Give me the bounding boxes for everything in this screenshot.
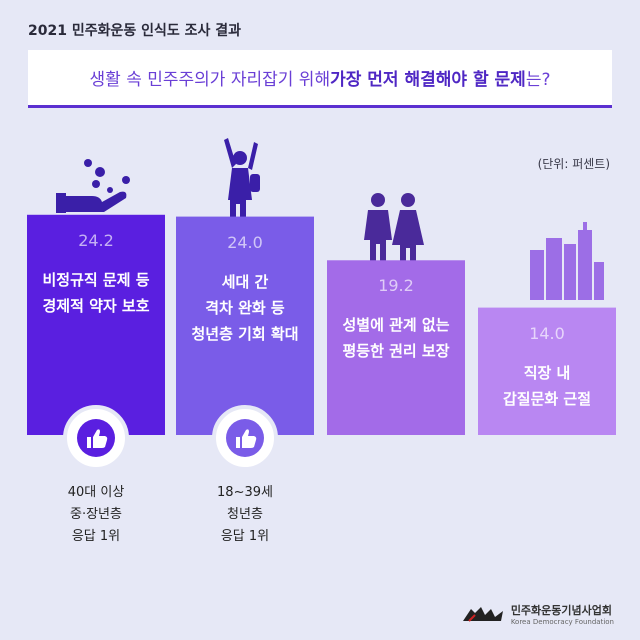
bar-4 xyxy=(478,307,616,435)
note-text: 18~39세 청년층 응답 1위 xyxy=(217,485,273,544)
hand-icon xyxy=(56,159,130,213)
bar-category-label: 세대 간 격차 완화 등 청년층 기회 확대 xyxy=(191,272,299,343)
bar-value-label: 19.2 xyxy=(378,276,414,296)
logo-english-text: Korea Democracy Foundation xyxy=(510,618,614,626)
question-text-pre: 생활 속 민주주의가 자리잡기 위해 xyxy=(89,70,331,90)
question-box: 생활 속 민주주의가 자리잡기 위해 가장 먼저 해결해야 할 문제 는? xyxy=(28,50,612,108)
bar-value-label: 24.0 xyxy=(227,232,263,252)
note-text: 40대 이상 중·장년층 응답 1위 xyxy=(67,485,125,544)
bar-category-label: 직장 내 갑질문화 근절 xyxy=(502,363,592,408)
bar-category-label: 비정규직 문제 등 경제적 약자 보호 xyxy=(42,270,150,315)
thumbs-up-icon xyxy=(212,405,278,471)
logo-korean-text: 민주화운동기념사업회 xyxy=(510,604,613,617)
bar-category-label: 성별에 관계 없는 평등한 권리 보장 xyxy=(342,316,450,361)
bar-2 xyxy=(176,216,314,435)
city-buildings-icon xyxy=(530,222,604,300)
bar-3 xyxy=(327,260,465,435)
foundation-logo: 민주화운동기념사업회 Korea Democracy Foundation xyxy=(461,602,614,626)
runners-logo-icon xyxy=(462,607,503,622)
question-highlight: 가장 먼저 해결해야 할 문제 xyxy=(330,70,526,90)
survey-title: 2021 민주화운동 인식도 조사 결과 xyxy=(28,23,242,39)
question-text-post: 는? xyxy=(525,70,551,90)
bar-value-label: 24.2 xyxy=(78,230,114,250)
bar-value-label: 14.0 xyxy=(529,323,565,343)
bar-1 xyxy=(27,214,165,435)
cheering-person-icon xyxy=(224,138,260,228)
unit-label: (단위: 퍼센트) xyxy=(537,157,610,171)
couple-icon xyxy=(364,193,424,265)
thumbs-up-icon xyxy=(63,405,129,471)
